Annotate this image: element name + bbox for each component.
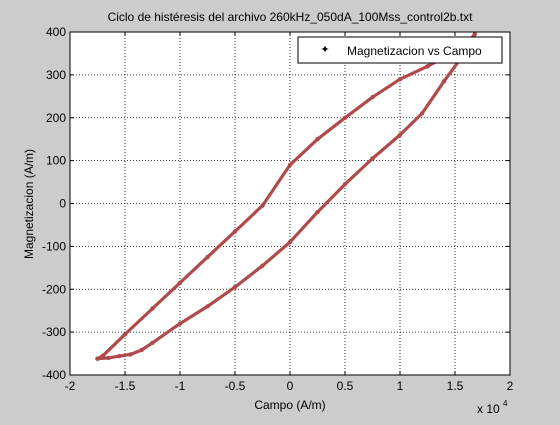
x-tick-label: 1 [397,379,404,393]
data-point [315,210,319,214]
y-tick-label: 300 [46,68,66,82]
y-tick-label: 200 [46,111,66,125]
data-point [178,321,182,325]
x-tick-label: -1 [175,379,186,393]
x-tick-label: 2 [507,379,514,393]
data-point [95,357,99,361]
x-tick-label: 1.5 [447,379,464,393]
data-point [370,95,374,99]
data-point [139,348,143,352]
y-tick-label: -200 [42,282,66,296]
x-tick-label: 0.5 [337,379,354,393]
data-point [205,304,209,308]
data-point [398,77,402,81]
x-multiplier-exponent: 4 [503,399,508,408]
data-point [117,354,121,358]
data-point [425,64,429,68]
x-tick-label: -1.5 [115,379,136,393]
data-point [150,306,154,310]
x-multiplier-label: x 10 [477,402,500,416]
data-point [370,156,374,160]
x-axis-label: Campo (A/m) [254,398,325,412]
data-point [260,264,264,268]
x-tick-label: -0.5 [225,379,246,393]
data-point [442,79,446,83]
y-axis-label: Magnetizacion (A/m) [22,149,36,259]
data-point [343,116,347,120]
y-tick-label: -400 [42,368,66,382]
y-tick-label: 400 [46,25,66,39]
data-point [128,352,132,356]
legend-label: Magnetizacion vs Campo [347,44,482,58]
data-point [420,111,424,115]
data-point [150,341,154,345]
legend-marker: ✦ [320,44,329,56]
data-point [343,182,347,186]
data-point [315,137,319,141]
data-point [233,285,237,289]
x-tick-label: 0 [287,379,294,393]
data-point [178,281,182,285]
chart-title: Ciclo de histéresis del archivo 260kHz_0… [108,10,474,24]
data-point [288,163,292,167]
data-point [106,356,110,360]
data-point [398,133,402,137]
data-point [473,32,477,36]
y-tick-label: 100 [46,154,66,168]
y-tick-label: 0 [59,197,66,211]
data-point [205,255,209,259]
y-tick-label: -100 [42,239,66,253]
data-point [260,203,264,207]
data-point [101,354,105,358]
legend: ✦ Magnetizacion vs Campo [298,37,502,63]
data-point [123,332,127,336]
y-tick-label: -300 [42,325,66,339]
x-tick-label: -2 [65,379,76,393]
data-point [233,229,237,233]
data-point [288,240,292,244]
